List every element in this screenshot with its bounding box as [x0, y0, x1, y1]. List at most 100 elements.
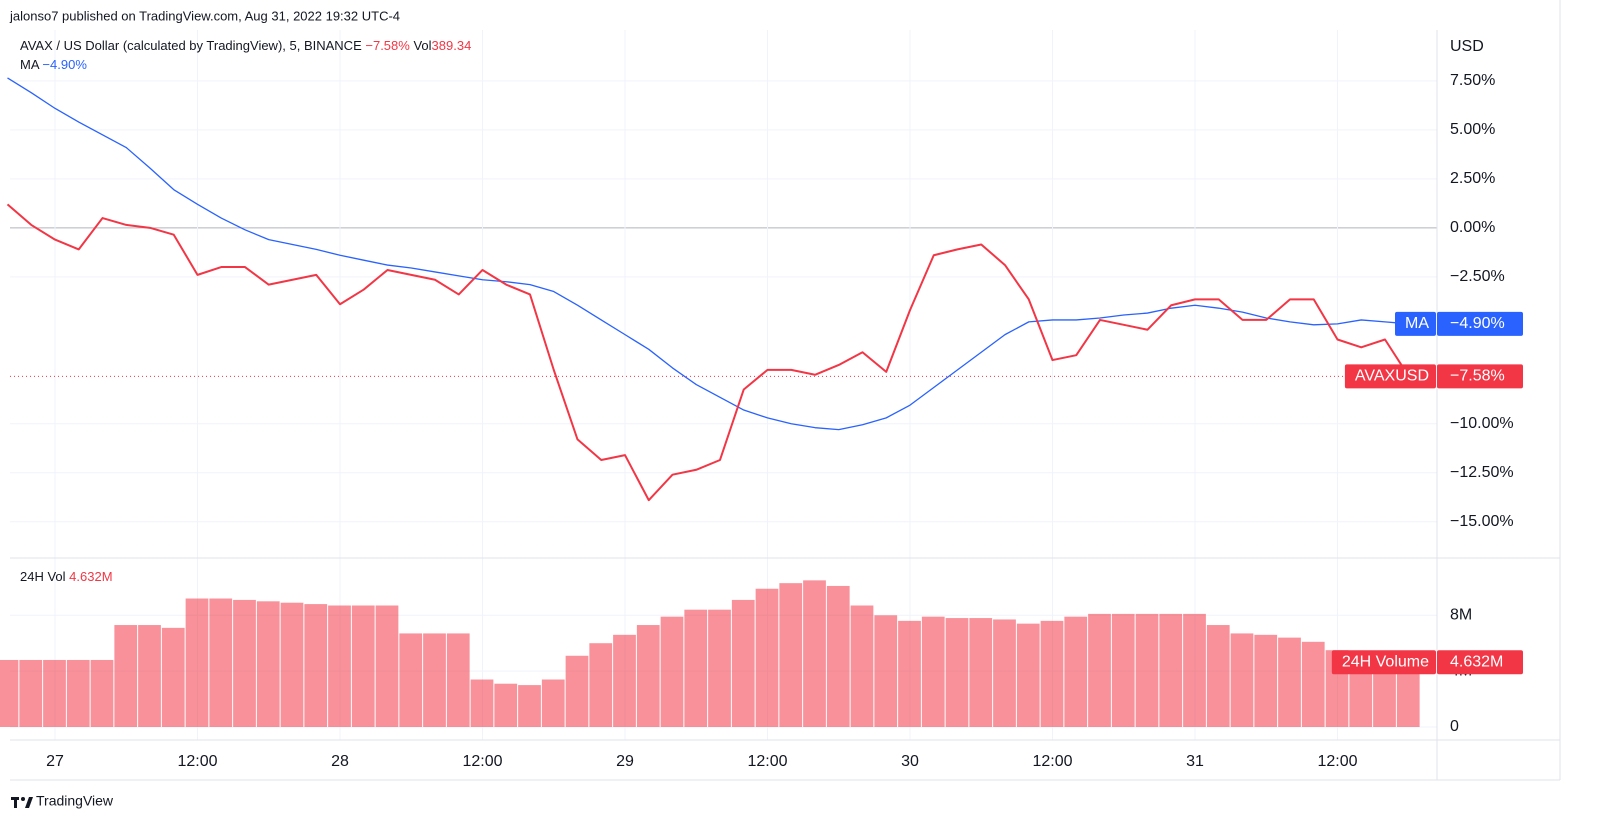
volume-bar [1278, 637, 1301, 727]
volume-bar [1206, 625, 1230, 727]
volume-bar [0, 659, 19, 727]
volume-bar [161, 627, 185, 727]
tag-box [1437, 311, 1523, 336]
y-tick-label: 7.50% [1450, 72, 1495, 89]
volume-bar [1088, 613, 1111, 727]
y-tick-label: −2.50% [1450, 268, 1505, 285]
x-tick-label: 27 [46, 753, 64, 770]
tag-value: −4.90% [1450, 315, 1505, 332]
x-tick-label: 29 [616, 753, 634, 770]
volume-bar [1111, 613, 1135, 727]
logo-part [25, 797, 33, 808]
x-tick-label: 12:00 [1317, 753, 1357, 770]
y-tick-label: 2.50% [1450, 170, 1495, 187]
tag-box [1344, 364, 1436, 389]
y-tick-label: 0.00% [1450, 219, 1495, 236]
volume-bar [19, 659, 43, 727]
volume-bar [351, 605, 375, 727]
x-tick-label: 30 [901, 753, 919, 770]
volume-bar [518, 685, 541, 727]
logo-part [14, 797, 17, 808]
volume-bar [1396, 662, 1420, 727]
tag-box [1331, 650, 1436, 675]
series-line [6, 203, 1410, 502]
volume-bar [446, 633, 470, 727]
volume-bar [185, 598, 209, 727]
legend-ma: MA −4.90% [20, 57, 87, 72]
legend-ma-name: MA [20, 57, 40, 72]
volume-bar [541, 679, 565, 727]
volume-bar [826, 585, 850, 727]
volume-bar [423, 633, 446, 727]
volume-bar [1373, 658, 1396, 727]
volume-bar [256, 601, 280, 727]
volume-bar [993, 619, 1016, 727]
legend-volume-name: 24H Vol [20, 569, 66, 584]
legend-change: −7.58% [365, 38, 410, 53]
volume-bar [1040, 620, 1064, 727]
volume-bar [589, 643, 613, 727]
tag-name: AVAXUSD [1355, 368, 1429, 385]
legend-ma-value: −4.90% [42, 57, 87, 72]
volume-bar [708, 609, 731, 727]
series-line [7, 77, 1409, 431]
volume-bar [803, 580, 826, 727]
y-tick-label: −12.50% [1450, 464, 1514, 481]
volume-bar [1135, 613, 1159, 727]
volume-bar [43, 659, 66, 727]
currency-label: USD [1450, 38, 1484, 55]
volume-bar [280, 602, 304, 727]
legend-main: AVAX / US Dollar (calculated by TradingV… [20, 38, 471, 53]
tag-value: −7.58% [1450, 368, 1505, 385]
tag-box [1437, 650, 1523, 675]
volume-bar [328, 605, 351, 727]
x-tick-label: 12:00 [1032, 753, 1072, 770]
volume-bar [898, 620, 921, 727]
volume-bar [138, 625, 161, 727]
legend-volume-value: 4.632M [69, 569, 112, 584]
y-tick-label: −10.00% [1450, 415, 1514, 432]
volume-bar [731, 599, 755, 727]
volume-bar [850, 605, 874, 727]
legend-vol-value: 389.34 [432, 38, 472, 53]
volume-bar [660, 616, 684, 727]
volume-bar [779, 583, 803, 727]
volume-bar [90, 659, 114, 727]
volume-bar [969, 618, 993, 727]
y-tick-label: −15.00% [1450, 513, 1514, 530]
legend-name: AVAX / US Dollar (calculated by TradingV… [20, 38, 362, 53]
volume-bar [494, 683, 518, 727]
legend-vol-label: Vol [413, 38, 431, 53]
volume-bar [565, 655, 589, 727]
volume-bar [1183, 613, 1206, 727]
legend-volume: 24H Vol 4.632M [20, 569, 113, 584]
x-tick-label: 12:00 [747, 753, 787, 770]
volume-tick-label: 0 [1450, 718, 1459, 735]
volume-bar [399, 633, 423, 727]
tag-name: 24H Volume [1342, 654, 1429, 671]
volume-bar [874, 615, 898, 727]
volume-bar [921, 616, 945, 727]
volume-bar [1301, 641, 1325, 727]
volume-tick-label: 8M [1450, 606, 1472, 623]
tag-value: 4.632M [1450, 654, 1503, 671]
volume-bar [233, 599, 256, 727]
tag-box [1437, 364, 1523, 389]
volume-bar [114, 625, 138, 727]
volume-bar [470, 679, 494, 727]
x-tick-label: 31 [1186, 753, 1204, 770]
volume-bar [945, 618, 969, 727]
volume-bar [1159, 613, 1183, 727]
volume-bar [209, 598, 233, 727]
volume-bar [1254, 634, 1278, 727]
volume-bar [66, 659, 90, 727]
published-note: jalonso7 published on TradingView.com, A… [9, 8, 400, 23]
logo [11, 797, 33, 808]
volume-bar [375, 605, 399, 727]
volume-bar [613, 634, 636, 727]
footer-brand: TradingView [36, 793, 114, 809]
x-tick-label: 12:00 [462, 753, 502, 770]
volume-bar [1016, 623, 1040, 727]
volume-bar [1230, 633, 1254, 727]
